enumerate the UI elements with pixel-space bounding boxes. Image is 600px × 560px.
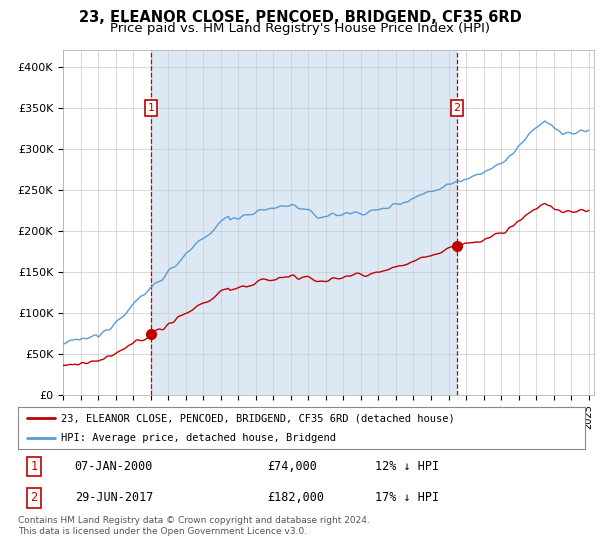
Text: 23, ELEANOR CLOSE, PENCOED, BRIDGEND, CF35 6RD: 23, ELEANOR CLOSE, PENCOED, BRIDGEND, CF…	[79, 10, 521, 25]
Text: 1: 1	[148, 103, 155, 113]
Text: Price paid vs. HM Land Registry's House Price Index (HPI): Price paid vs. HM Land Registry's House …	[110, 22, 490, 35]
Text: 12% ↓ HPI: 12% ↓ HPI	[375, 460, 439, 473]
Text: 2: 2	[31, 491, 37, 505]
Text: £182,000: £182,000	[268, 491, 325, 505]
Text: 29-JUN-2017: 29-JUN-2017	[75, 491, 153, 505]
Text: Contains HM Land Registry data © Crown copyright and database right 2024.
This d: Contains HM Land Registry data © Crown c…	[18, 516, 370, 536]
Text: 1: 1	[31, 460, 37, 473]
Bar	[151, 50, 457, 395]
Text: 2: 2	[454, 103, 461, 113]
Text: HPI: Average price, detached house, Bridgend: HPI: Average price, detached house, Brid…	[61, 433, 335, 443]
Text: £74,000: £74,000	[268, 460, 317, 473]
Text: 23, ELEANOR CLOSE, PENCOED, BRIDGEND, CF35 6RD (detached house): 23, ELEANOR CLOSE, PENCOED, BRIDGEND, CF…	[61, 413, 454, 423]
Text: 07-JAN-2000: 07-JAN-2000	[75, 460, 153, 473]
Text: 17% ↓ HPI: 17% ↓ HPI	[375, 491, 439, 505]
